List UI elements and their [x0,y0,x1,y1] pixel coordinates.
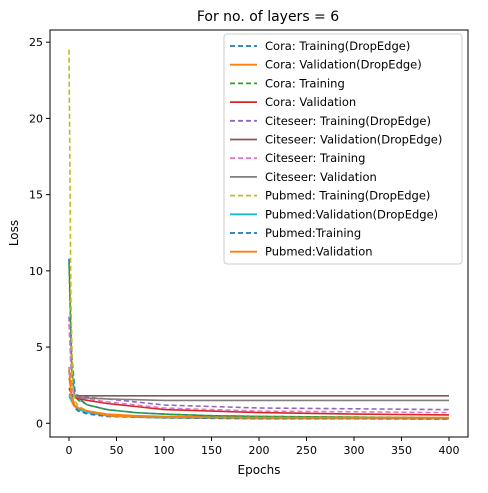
chart-title: For no. of layers = 6 [197,9,339,25]
legend-label: Citeseer: Training [265,151,365,165]
y-tick-label: 10 [29,265,43,278]
x-tick-label: 50 [110,444,124,457]
legend-label: Cora: Validation [265,95,356,109]
legend-label: Cora: Training [265,76,345,90]
legend: Cora: Training(DropEdge) Cora: Validation… [224,34,462,264]
x-tick-label: 350 [391,444,412,457]
x-tick-label: 100 [154,444,175,457]
y-tick-label: 25 [29,36,43,49]
y-tick-label: 5 [36,341,43,354]
legend-label: Cora: Validation(DropEdge) [265,58,422,72]
series-line-0 [69,259,449,418]
y-tick-label: 15 [29,189,43,202]
x-tick-label: 200 [249,444,270,457]
series-line-5 [69,394,449,396]
x-tick-label: 400 [439,444,460,457]
x-axis-ticks: 0 50 100 150 200 250 300 350 400 [66,437,460,457]
series-line-11 [69,367,449,418]
x-axis-label: Epochs [238,463,281,477]
legend-label: Pubmed: Training(DropEdge) [265,189,430,203]
legend-label: Pubmed:Validation [265,245,373,259]
legend-label: Pubmed:Validation(DropEdge) [265,207,438,221]
legend-label: Cora: Training(DropEdge) [265,39,410,53]
y-tick-label: 20 [29,112,43,125]
x-tick-label: 0 [66,444,73,457]
y-axis-ticks: 0 5 10 15 20 25 [29,36,50,430]
x-tick-label: 250 [296,444,317,457]
legend-label: Citeseer: Validation(DropEdge) [265,133,442,147]
legend-label: Citeseer: Training(DropEdge) [265,114,431,128]
series-line-2 [69,263,449,418]
x-tick-label: 150 [201,444,222,457]
y-tick-label: 0 [36,417,43,430]
legend-label: Pubmed:Training [265,226,361,240]
x-tick-label: 300 [344,444,365,457]
y-axis-label: Loss [7,220,21,246]
legend-label: Citeseer: Validation [265,170,377,184]
